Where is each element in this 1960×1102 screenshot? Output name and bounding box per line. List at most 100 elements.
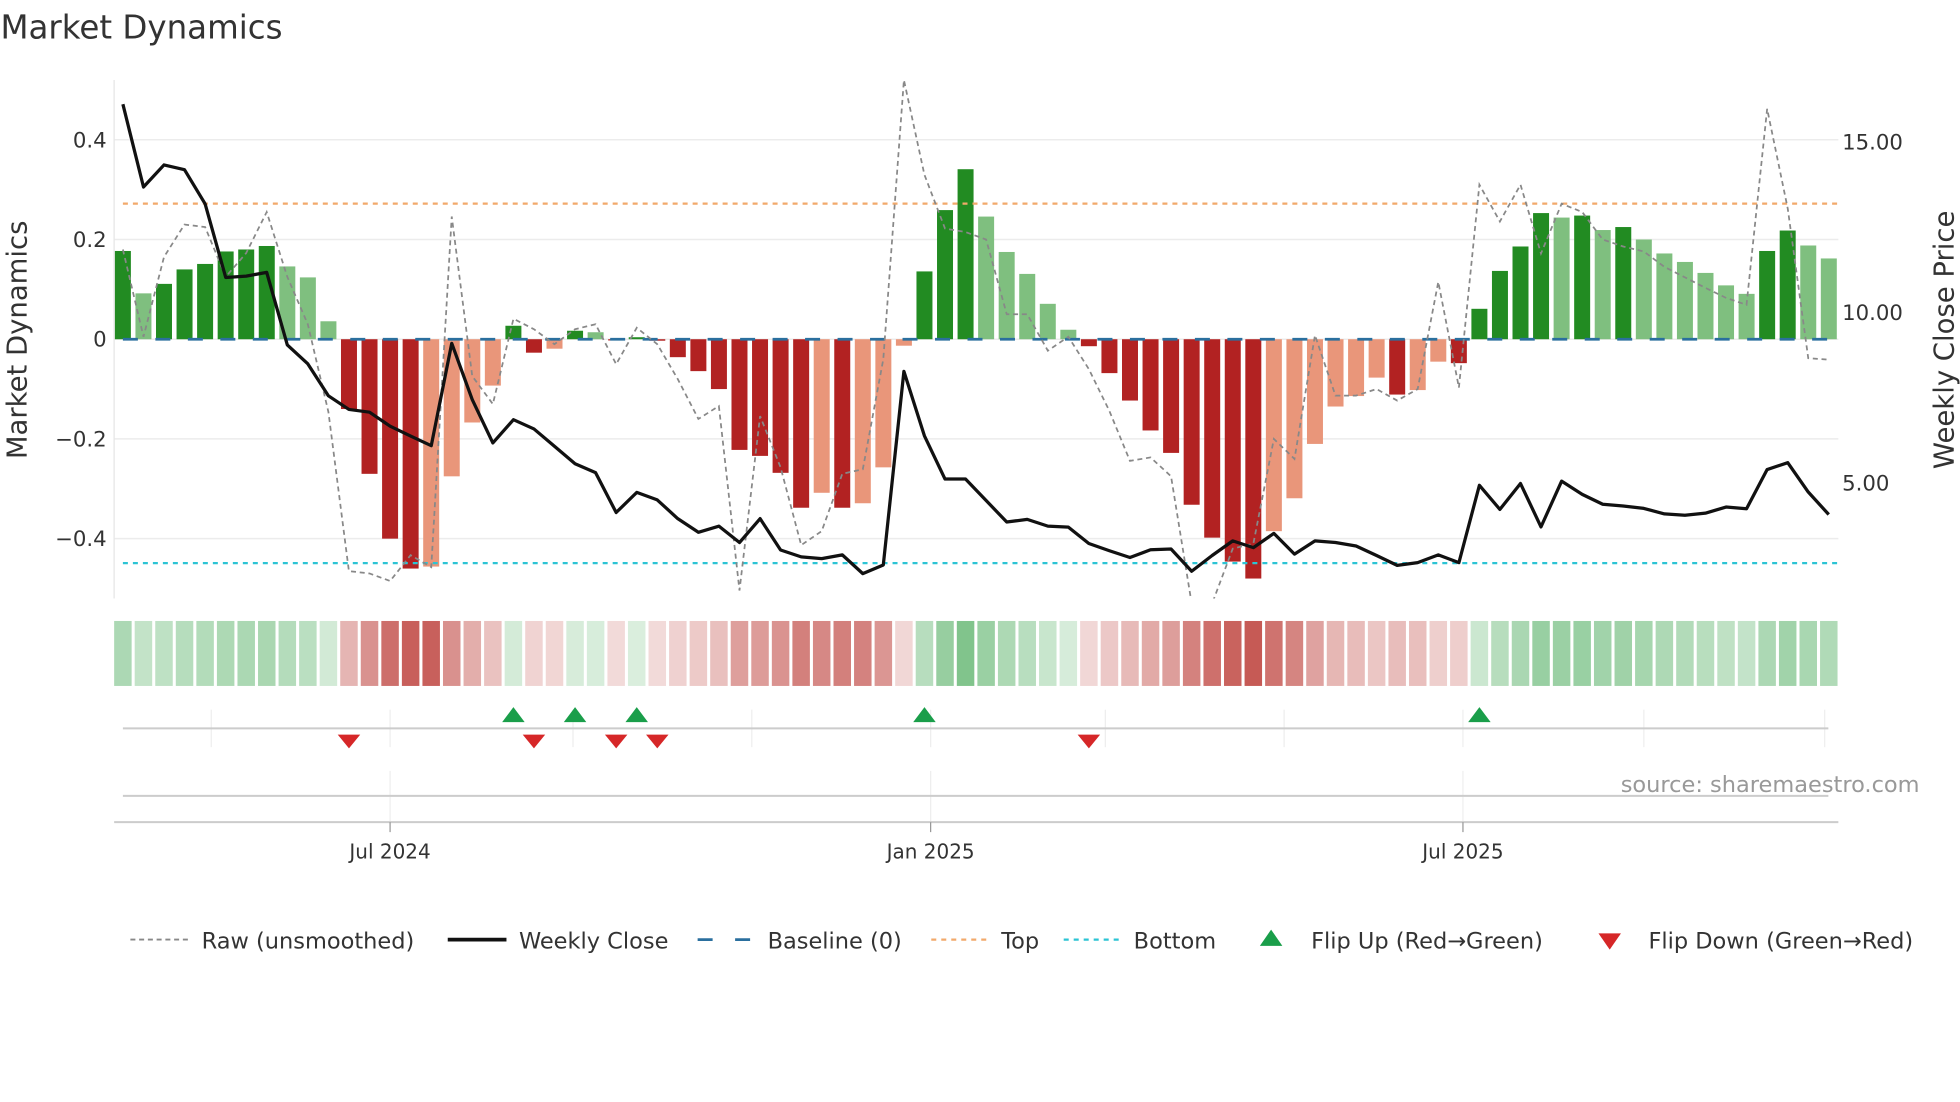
dynamics-bar xyxy=(402,339,419,569)
right-y-tick-label: 10.00 xyxy=(1842,301,1903,326)
dynamics-bar xyxy=(1286,339,1303,499)
reference-lines xyxy=(122,202,1839,565)
heat-cell xyxy=(381,620,399,686)
heat-cell xyxy=(1511,620,1530,686)
dynamics-bar xyxy=(813,339,830,493)
heat-cell xyxy=(299,620,317,686)
heat-cell xyxy=(319,620,338,686)
dynamics-bar xyxy=(423,339,440,567)
legend-item-flip-up: Flip Up (Red→Green) xyxy=(1259,928,1543,954)
heat-cell xyxy=(1224,620,1242,686)
heat-cell xyxy=(1388,620,1406,686)
heat-cell xyxy=(1326,620,1345,686)
heat-cell xyxy=(1162,620,1180,686)
dynamics-bar xyxy=(895,339,912,346)
heat-cell xyxy=(237,620,255,686)
heat-cell xyxy=(1655,620,1674,686)
heat-cell xyxy=(669,620,687,686)
heat-cell xyxy=(1059,620,1078,686)
heat-cell xyxy=(1306,620,1324,686)
dynamics-bar xyxy=(1800,245,1817,340)
heat-cell xyxy=(1799,620,1817,686)
heat-cell xyxy=(175,620,194,686)
dynamics-bar xyxy=(238,249,255,340)
dynamics-bar xyxy=(1039,303,1056,340)
heat-cell xyxy=(751,620,769,686)
heat-cell xyxy=(1265,620,1283,686)
dynamics-bar xyxy=(320,321,337,340)
dynamics-bar xyxy=(1327,339,1344,407)
x-tick-label: Jul 2024 xyxy=(347,839,430,863)
heat-cell xyxy=(278,620,297,686)
flip-down-icon xyxy=(1598,933,1621,950)
dynamics-bar xyxy=(998,251,1015,340)
dynamics-bar xyxy=(1820,258,1837,340)
legend-item-top: Top xyxy=(931,928,1039,954)
dynamics-bar xyxy=(1635,239,1652,340)
source-label: source: sharemaestro.com xyxy=(1621,772,1920,798)
right-y-ticks: 15.00 10.00 5.00 xyxy=(1842,130,1903,496)
dynamics-bar xyxy=(197,263,214,340)
legend-label: Flip Up (Red→Green) xyxy=(1311,928,1543,954)
flip-down-marker xyxy=(604,734,628,749)
heat-cell xyxy=(566,620,584,686)
heat-cell xyxy=(1593,620,1612,686)
heat-cell xyxy=(1367,620,1386,686)
legend-label: Top xyxy=(1000,928,1039,954)
dynamics-bar xyxy=(1121,339,1138,401)
dynamics-bar xyxy=(1060,329,1077,340)
heat-cell xyxy=(258,620,276,686)
heat-cell xyxy=(586,620,605,686)
dynamics-bar xyxy=(176,269,193,340)
heat-cell xyxy=(792,620,810,686)
dynamics-bar xyxy=(1512,246,1529,340)
heat-cell xyxy=(771,620,790,686)
legend-item-flip-down: Flip Down (Green→Red) xyxy=(1598,928,1913,954)
heat-cell xyxy=(648,620,667,686)
dynamics-bar xyxy=(155,283,172,340)
heat-cell xyxy=(1450,620,1468,686)
dynamics-bar xyxy=(957,169,974,340)
heat-cell xyxy=(1408,620,1427,686)
dynamics-bar xyxy=(567,330,584,340)
heat-cell xyxy=(1080,620,1098,686)
dynamics-bar xyxy=(1204,339,1221,538)
y-tick-label: 0.4 xyxy=(73,128,107,153)
heat-cell xyxy=(1532,620,1550,686)
dynamics-bar xyxy=(1245,339,1262,579)
legend-item-close: Weekly Close xyxy=(447,928,668,954)
dynamics-bar xyxy=(978,216,995,340)
heat-cell xyxy=(1491,620,1509,686)
dynamics-bar xyxy=(1080,339,1097,347)
dynamics-bar xyxy=(1101,339,1118,374)
heat-cell xyxy=(1635,620,1653,686)
heat-cell xyxy=(1614,620,1633,686)
heat-cell xyxy=(1182,620,1201,686)
heat-cell xyxy=(1018,620,1036,686)
heat-cell xyxy=(1470,620,1489,686)
heat-cell xyxy=(936,620,954,686)
heat-cell xyxy=(1820,620,1838,686)
flip-up-marker xyxy=(913,707,936,723)
dynamics-bar xyxy=(1019,273,1036,340)
heat-cell xyxy=(1778,620,1797,686)
legend-item-bottom: Bottom xyxy=(1063,928,1216,954)
heat-cell xyxy=(504,620,523,686)
legend: Raw (unsmoothed) Weekly Close Baseline (0)… xyxy=(130,928,1913,954)
flip-up-marker xyxy=(625,707,648,723)
flip-up-icon xyxy=(1259,929,1283,946)
right-axis-title: Weekly Close Price xyxy=(1928,211,1960,469)
weekly-close-line xyxy=(121,103,1830,576)
dynamics-bar xyxy=(1430,339,1447,362)
heat-cell xyxy=(1141,620,1160,686)
dynamics-bar xyxy=(443,339,460,477)
dynamics-bar xyxy=(1306,339,1323,444)
heat-cell xyxy=(463,620,482,686)
flip-marker-panel xyxy=(122,707,1829,749)
dynamics-bar xyxy=(1368,339,1385,378)
dynamics-bar xyxy=(1656,253,1673,340)
x-axis: Jul 2024 Jan 2025 Jul 2025 xyxy=(114,770,1839,863)
legend-item-baseline: Baseline (0) xyxy=(697,928,902,954)
heat-cell xyxy=(812,620,831,686)
right-y-tick-label: 5.00 xyxy=(1842,472,1889,497)
